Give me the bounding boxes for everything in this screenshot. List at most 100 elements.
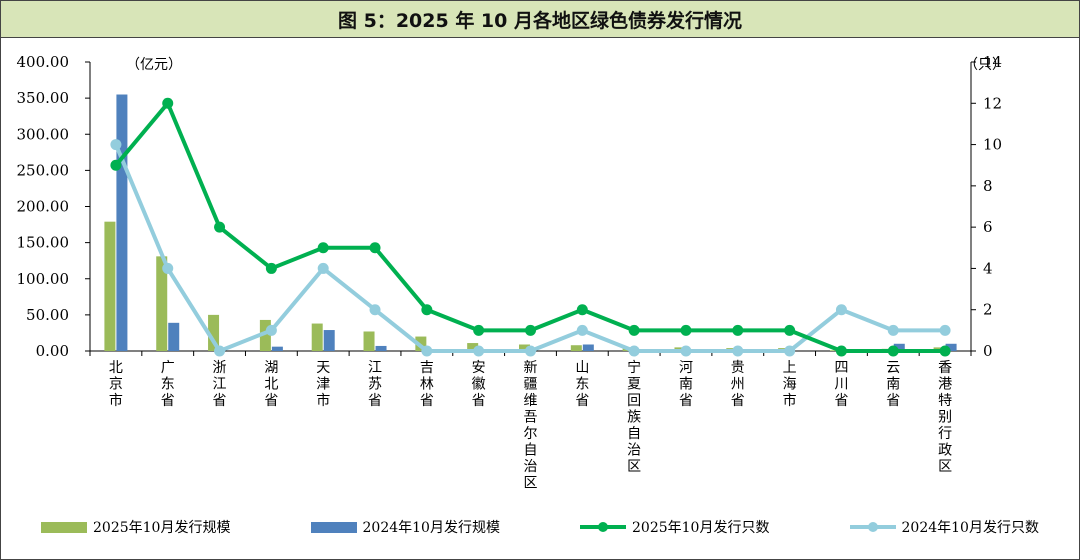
point-2024-8 [525,345,536,357]
category-label-6: 吉林省 [420,360,434,409]
point-2025-5 [369,242,381,254]
left-tick-label: 0.00 [36,342,69,360]
bar-2024-16 [945,343,957,351]
legend-swatch-line-2024 [849,522,896,532]
bar-2024-1 [168,322,180,351]
right-tick-label: 6 [983,218,993,236]
right-tick-label: 4 [983,259,993,277]
right-tick-label: 2 [983,301,993,319]
point-2024-15 [887,324,899,336]
right-tick-label: 0 [983,342,993,360]
category-label-5: 江苏省 [368,360,382,409]
legend-swatch-bar-2025 [41,521,88,533]
point-2025-6 [421,304,433,316]
point-2025-16 [939,345,951,357]
left-axis-unit: （亿元） [126,57,182,73]
category-label-3: 湖北省 [264,360,278,409]
left-tick-label: 100.00 [17,270,70,288]
legend-swatch-bar-2024 [310,521,357,533]
right-axis-unit: （只） [964,57,1006,73]
point-2025-8 [525,324,536,336]
point-2024-13 [784,345,796,357]
legend-label-line-2025: 2025年10月发行只数 [632,520,770,536]
legend-swatch-line-2025 [580,522,627,532]
bar-2025-2 [208,314,220,351]
left-tick-label: 400.00 [17,53,70,71]
legend-item-line-2025: 2025年10月发行只数 [580,517,769,537]
point-2024-12 [732,345,744,357]
point-2025-12 [732,324,744,336]
point-2024-0 [110,139,122,151]
bar-2025-1 [156,256,168,351]
category-label-4: 天津市 [316,360,330,409]
point-2024-1 [162,262,174,274]
point-2025-7 [473,324,485,336]
bar-2025-8 [519,344,530,351]
point-2024-6 [421,345,433,357]
category-label-7: 安徽省 [472,360,486,409]
bar-2025-7 [467,343,479,351]
category-label-13: 上海市 [783,360,797,409]
point-2025-2 [214,221,226,233]
point-2025-0 [110,159,122,171]
point-2024-14 [835,304,847,316]
chart-svg: 0.00 50.00 100.00 150.00 200.00 250.00 300.00 3… [17,53,1007,492]
legend-item-bar-2024: 2024年10月发行规模 [310,517,500,537]
point-2025-3 [265,262,277,274]
category-label-9: 山东省 [575,360,589,409]
point-2025-9 [576,304,588,316]
bar-2024-3 [271,346,283,351]
line-2025-count [114,101,946,353]
right-tick-label: 12 [983,94,1002,112]
category-label-14: 四川省 [834,360,848,409]
right-tick-label: 8 [983,177,993,195]
right-tick-label: 10 [983,136,1002,154]
chart-title: 图 5：2025 年 10 月各地区绿色债券发行情况 [337,9,742,32]
left-tick-label: 50.00 [26,306,69,324]
point-2024-2 [214,345,226,357]
category-label-2: 浙江省 [213,360,227,409]
legend-label-line-2024: 2024年10月发行只数 [901,520,1039,536]
bar-2025-5 [363,331,375,351]
bar-2025-9 [570,345,582,351]
legend-item-bar-2025: 2025年10月发行规模 [41,517,230,537]
bar-2025-4 [311,323,323,351]
category-label-8: 新疆维吾尔自治区 [524,360,538,492]
bar-2024-9 [582,344,594,351]
point-2025-14 [835,345,847,357]
point-2025-10 [628,324,640,336]
category-label-0: 北京市 [109,360,123,409]
legend: 2025年10月发行规模 2024年10月发行规模 2025年10月发行只数 2… [1,513,1079,541]
point-2024-5 [369,304,381,316]
category-label-11: 河南省 [679,360,693,409]
bar-2024-5 [375,345,387,351]
line-2024-count [114,143,946,353]
point-2024-4 [317,262,329,274]
legend-label-bar-2025: 2025年10月发行规模 [93,520,231,536]
point-2025-1 [162,97,174,109]
left-tick-label: 350.00 [17,89,70,107]
bar-2024-15 [893,343,905,351]
category-label-1: 广东省 [161,360,175,409]
left-tick-label: 300.00 [17,125,70,143]
point-2024-3 [265,324,277,336]
bar-2025-3 [259,319,271,351]
point-2025-15 [887,345,899,357]
point-2024-7 [473,345,485,357]
left-tick-label: 150.00 [17,234,70,252]
category-label-15: 云南省 [886,360,900,409]
left-tick-label: 200.00 [17,198,70,216]
bar-2024-4 [323,330,335,351]
point-2025-13 [784,324,796,336]
category-label-16: 香港特别行政区 [938,360,952,475]
category-label-12: 贵州省 [731,360,745,409]
bar-2025-0 [104,221,116,351]
point-2024-11 [680,345,692,357]
point-2024-10 [628,345,640,357]
chart-title-bar: 图 5：2025 年 10 月各地区绿色债券发行情况 [1,1,1079,38]
legend-item-line-2024: 2024年10月发行只数 [849,517,1039,537]
legend-label-bar-2024: 2024年10月发行规模 [362,520,500,536]
right-tick-label: 14 [983,53,1002,71]
category-label-10: 宁夏回族自治区 [627,359,641,475]
